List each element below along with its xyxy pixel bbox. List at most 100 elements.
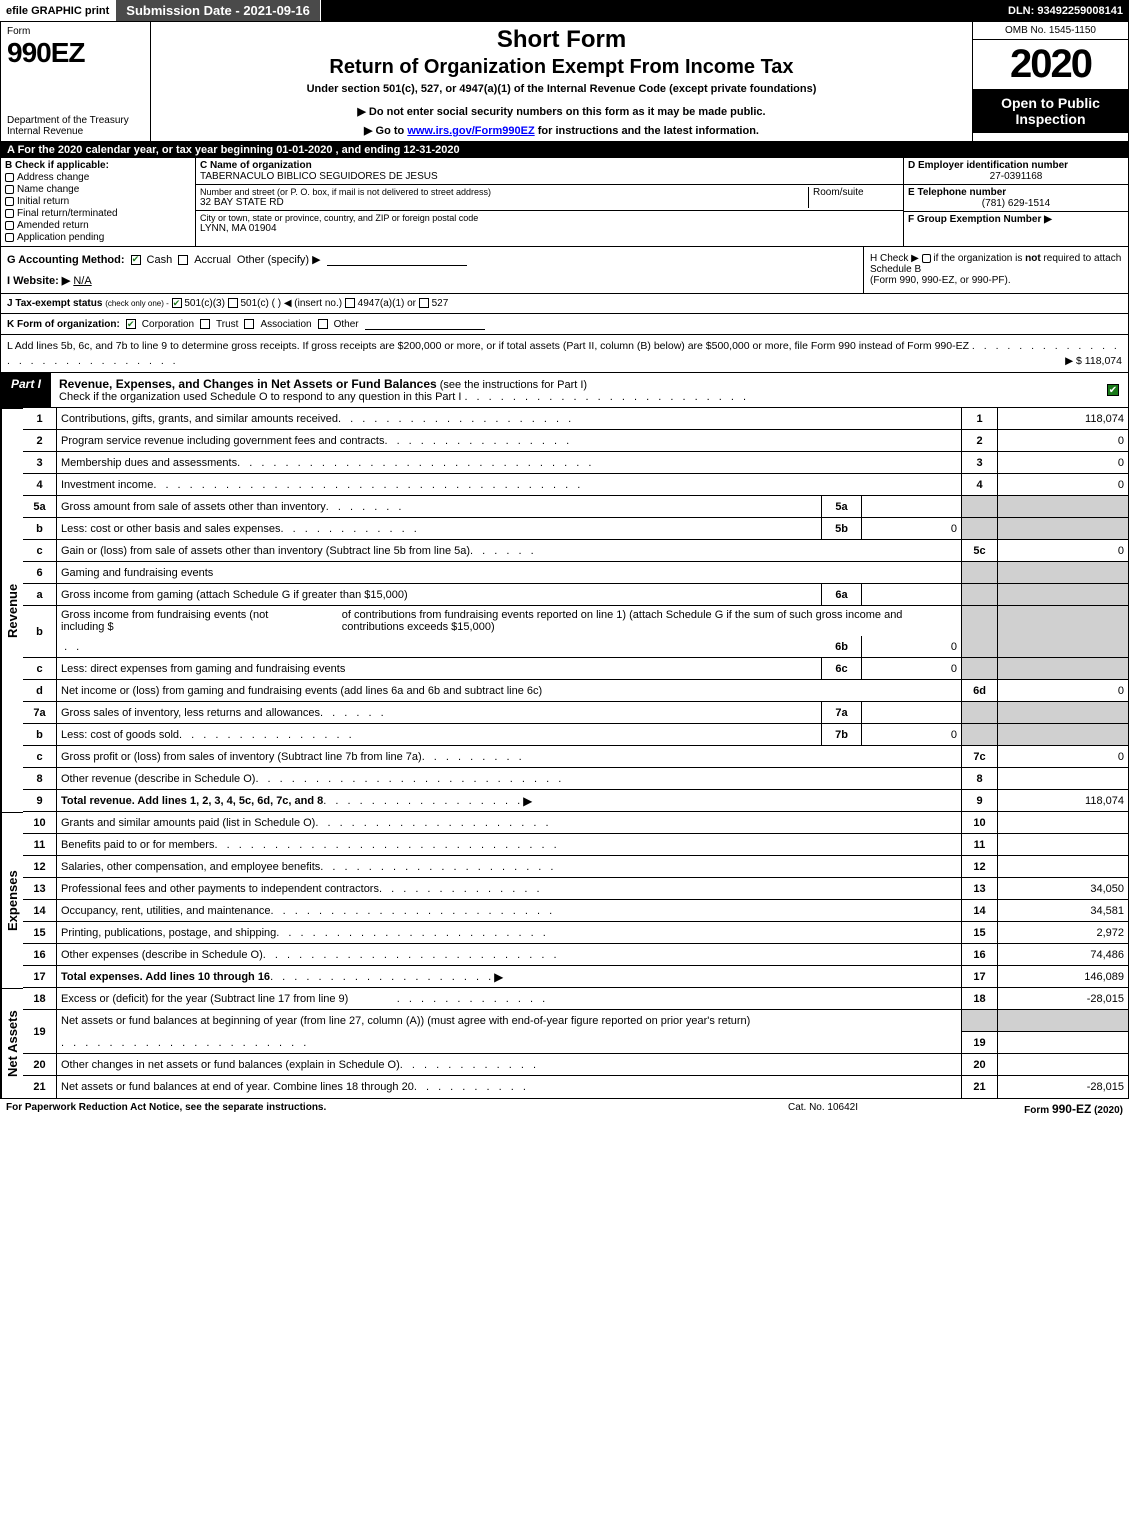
line-7b-num: b bbox=[23, 724, 57, 746]
line-10-num: 10 bbox=[23, 812, 57, 834]
line-21-num: 21 bbox=[23, 1076, 57, 1098]
irs-link[interactable]: www.irs.gov/Form990EZ bbox=[407, 125, 534, 137]
line-9-amount: 118,074 bbox=[998, 790, 1128, 812]
chk-amended-return[interactable]: Amended return bbox=[5, 220, 191, 231]
city-value: LYNN, MA 01904 bbox=[200, 223, 899, 234]
addr-label: Number and street (or P. O. box, if mail… bbox=[200, 187, 804, 197]
link-pre: ▶ Go to bbox=[364, 125, 407, 137]
city-row: City or town, state or province, country… bbox=[196, 211, 903, 246]
website-row: I Website: ▶ N/A bbox=[7, 274, 857, 287]
chk-schedule-b[interactable] bbox=[922, 254, 931, 263]
line-17-desc: Total expenses. Add lines 10 through 16 … bbox=[57, 966, 962, 988]
section-c: C Name of organization TABERNACULO BIBLI… bbox=[196, 158, 903, 246]
j-sub: (check only one) - bbox=[105, 299, 169, 308]
line-5c-num: c bbox=[23, 540, 57, 562]
chk-final-return[interactable]: Final return/terminated bbox=[5, 208, 191, 219]
line-11-amount bbox=[998, 834, 1128, 856]
line-11-num: 11 bbox=[23, 834, 57, 856]
chk-corporation[interactable] bbox=[126, 319, 136, 329]
room-suite-label: Room/suite bbox=[809, 187, 899, 208]
line-3-rnum: 3 bbox=[962, 452, 998, 474]
opt-527: 527 bbox=[432, 298, 449, 309]
section-b: B Check if applicable: Address change Na… bbox=[1, 158, 196, 246]
submission-date: Submission Date - 2021-09-16 bbox=[116, 0, 321, 21]
line-18-rnum: 18 bbox=[962, 988, 998, 1010]
shade-cell bbox=[998, 518, 1128, 540]
part-1-checkbox[interactable] bbox=[1098, 373, 1128, 407]
address-row: Number and street (or P. O. box, if mail… bbox=[196, 185, 903, 211]
group-exemption-row: F Group Exemption Number ▶ bbox=[904, 212, 1128, 246]
title-return: Return of Organization Exempt From Incom… bbox=[157, 56, 966, 79]
part-1-subtitle: (see the instructions for Part I) bbox=[440, 379, 587, 391]
checkbox-icon bbox=[5, 173, 14, 182]
header-left: Form 990EZ Department of the Treasury In… bbox=[1, 22, 151, 141]
line-6c-iamt: 0 bbox=[862, 658, 962, 680]
form-header: Form 990EZ Department of the Treasury In… bbox=[1, 22, 1128, 142]
chk-application-pending[interactable]: Application pending bbox=[5, 232, 191, 243]
footer-left: For Paperwork Reduction Act Notice, see … bbox=[6, 1102, 703, 1116]
chk-association[interactable] bbox=[244, 319, 254, 329]
street-address: 32 BAY STATE RD bbox=[200, 197, 804, 208]
shade-cell bbox=[962, 584, 998, 606]
shade-cell bbox=[962, 496, 998, 518]
line-13-amount: 34,050 bbox=[998, 878, 1128, 900]
row-l: L Add lines 5b, 6c, and 7b to line 9 to … bbox=[1, 335, 1128, 373]
opt-501c: 501(c) ( ) ◀ (insert no.) bbox=[240, 298, 342, 309]
line-12-desc: Salaries, other compensation, and employ… bbox=[57, 856, 962, 878]
info-grid: B Check if applicable: Address change Na… bbox=[1, 158, 1128, 247]
row-a-tax-year: A For the 2020 calendar year, or tax yea… bbox=[1, 142, 1128, 158]
expenses-side-label: Expenses bbox=[1, 812, 23, 988]
chk-accrual[interactable] bbox=[178, 255, 188, 265]
chk-501c[interactable] bbox=[228, 298, 238, 308]
header-middle: Short Form Return of Organization Exempt… bbox=[151, 22, 973, 141]
line-6-desc: Gaming and fundraising events bbox=[57, 562, 962, 584]
shade-cell bbox=[962, 562, 998, 584]
line-1-num: 1 bbox=[23, 408, 57, 430]
instructions-link-row: ▶ Go to www.irs.gov/Form990EZ for instru… bbox=[157, 124, 966, 137]
chk-527[interactable] bbox=[419, 298, 429, 308]
line-5b-desc: Less: cost or other basis and sales expe… bbox=[57, 518, 822, 540]
part-1-label: Part I bbox=[1, 373, 51, 407]
phone-value: (781) 629-1514 bbox=[908, 198, 1124, 209]
opt-trust: Trust bbox=[216, 319, 238, 330]
line-12-amount bbox=[998, 856, 1128, 878]
line-5b-inum: 5b bbox=[822, 518, 862, 540]
form-label: Form bbox=[7, 26, 144, 37]
chk-initial-return[interactable]: Initial return bbox=[5, 196, 191, 207]
subtitle: Under section 501(c), 527, or 4947(a)(1)… bbox=[157, 83, 966, 95]
chk-address-change[interactable]: Address change bbox=[5, 172, 191, 183]
chk-trust[interactable] bbox=[200, 319, 210, 329]
net-assets-side-label: Net Assets bbox=[1, 988, 23, 1098]
line-4-num: 4 bbox=[23, 474, 57, 496]
cash-label: Cash bbox=[147, 254, 173, 266]
chk-other-org[interactable] bbox=[318, 319, 328, 329]
line-16-rnum: 16 bbox=[962, 944, 998, 966]
line-5a-num: 5a bbox=[23, 496, 57, 518]
shade-cell bbox=[998, 658, 1128, 680]
section-d-e-f: D Employer identification number 27-0391… bbox=[903, 158, 1128, 246]
line-20-rnum: 20 bbox=[962, 1054, 998, 1076]
line-6a-desc: Gross income from gaming (attach Schedul… bbox=[57, 584, 822, 606]
line-9-desc: Total revenue. Add lines 1, 2, 3, 4, 5c,… bbox=[57, 790, 962, 812]
line-5c-desc: Gain or (loss) from sale of assets other… bbox=[57, 540, 962, 562]
line-5a-desc: Gross amount from sale of assets other t… bbox=[57, 496, 822, 518]
opt-assoc: Association bbox=[260, 319, 311, 330]
line-17-amount: 146,089 bbox=[998, 966, 1128, 988]
line-12-rnum: 12 bbox=[962, 856, 998, 878]
f-label: F Group Exemption Number ▶ bbox=[908, 214, 1124, 225]
shade-cell bbox=[998, 702, 1128, 724]
chk-501c3[interactable] bbox=[172, 298, 182, 308]
part-1-title: Revenue, Expenses, and Changes in Net As… bbox=[51, 373, 1098, 407]
shade-cell bbox=[962, 518, 998, 540]
line-5a-inum: 5a bbox=[822, 496, 862, 518]
chk-4947[interactable] bbox=[345, 298, 355, 308]
line-6b-desc-1: Gross income from fundraising events (no… bbox=[57, 606, 962, 636]
ssn-warning: ▶ Do not enter social security numbers o… bbox=[157, 105, 966, 118]
line-6b-inum: 6b bbox=[822, 636, 862, 658]
chk-cash[interactable] bbox=[131, 255, 141, 265]
row-k: K Form of organization: Corporation Trus… bbox=[1, 314, 1128, 335]
other-org-line bbox=[365, 318, 485, 330]
check-icon bbox=[1107, 384, 1119, 396]
top-bar: efile GRAPHIC print Submission Date - 20… bbox=[0, 0, 1129, 21]
chk-name-change[interactable]: Name change bbox=[5, 184, 191, 195]
